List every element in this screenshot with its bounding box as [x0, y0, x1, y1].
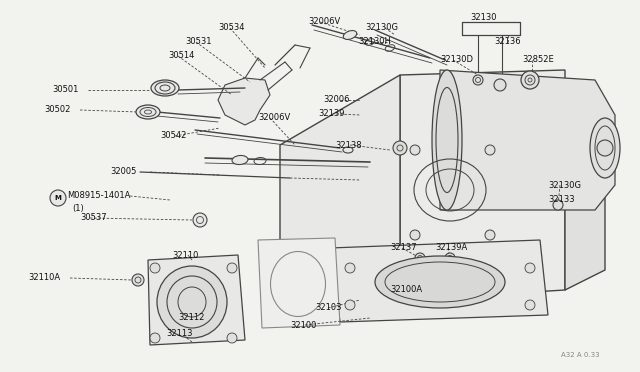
Text: 32100A: 32100A: [390, 285, 422, 295]
Text: 30534: 30534: [218, 23, 244, 32]
Text: 32005: 32005: [110, 167, 136, 176]
Text: 32103: 32103: [315, 304, 342, 312]
Text: 32006V: 32006V: [308, 17, 340, 26]
Circle shape: [150, 263, 160, 273]
Circle shape: [553, 200, 563, 210]
Circle shape: [345, 300, 355, 310]
Text: 32852E: 32852E: [522, 55, 554, 64]
Text: 32130D: 32130D: [440, 55, 473, 64]
Circle shape: [50, 190, 66, 206]
Polygon shape: [148, 255, 245, 345]
Circle shape: [345, 263, 355, 273]
Text: 32136: 32136: [494, 38, 520, 46]
Text: 30537: 30537: [80, 214, 107, 222]
Circle shape: [485, 145, 495, 155]
Text: 30501: 30501: [52, 86, 78, 94]
Polygon shape: [400, 70, 565, 300]
Ellipse shape: [590, 118, 620, 178]
Ellipse shape: [151, 80, 179, 96]
Text: 30531: 30531: [185, 38, 211, 46]
Text: (1): (1): [72, 203, 84, 212]
Circle shape: [227, 333, 237, 343]
Circle shape: [525, 263, 535, 273]
Ellipse shape: [343, 147, 353, 153]
Text: 32006V: 32006V: [258, 113, 291, 122]
Text: A32 A 0.33: A32 A 0.33: [561, 352, 600, 358]
Text: 32137: 32137: [390, 244, 417, 253]
Text: 32130G: 32130G: [548, 180, 581, 189]
Circle shape: [410, 145, 420, 155]
Circle shape: [494, 79, 506, 91]
Circle shape: [132, 274, 144, 286]
Text: M: M: [54, 195, 61, 201]
Circle shape: [473, 75, 483, 85]
Text: 30514: 30514: [168, 51, 195, 61]
Ellipse shape: [136, 105, 160, 119]
Text: 32130G: 32130G: [365, 23, 398, 32]
Ellipse shape: [432, 70, 462, 210]
Text: 32110: 32110: [172, 250, 198, 260]
Polygon shape: [330, 240, 548, 322]
Circle shape: [150, 333, 160, 343]
Ellipse shape: [375, 256, 505, 308]
Text: 30502: 30502: [44, 106, 70, 115]
Text: 32133: 32133: [548, 196, 575, 205]
Ellipse shape: [343, 31, 356, 39]
Circle shape: [193, 213, 207, 227]
Text: 32139A: 32139A: [435, 244, 467, 253]
Ellipse shape: [157, 266, 227, 338]
Circle shape: [485, 230, 495, 240]
Circle shape: [393, 141, 407, 155]
Circle shape: [410, 230, 420, 240]
Circle shape: [415, 253, 425, 263]
Circle shape: [521, 71, 539, 89]
Ellipse shape: [405, 150, 495, 230]
Text: 32100: 32100: [290, 321, 316, 330]
Circle shape: [445, 253, 455, 263]
Ellipse shape: [232, 155, 248, 164]
Circle shape: [597, 140, 613, 156]
Polygon shape: [258, 238, 340, 328]
Text: 32138: 32138: [335, 141, 362, 150]
Polygon shape: [440, 70, 615, 210]
Text: 32130: 32130: [471, 13, 497, 22]
Text: 32110A: 32110A: [28, 273, 60, 282]
Polygon shape: [565, 95, 605, 290]
Text: M08915-1401A: M08915-1401A: [67, 192, 131, 201]
Text: 32130H: 32130H: [358, 38, 391, 46]
Circle shape: [525, 300, 535, 310]
Text: 32006: 32006: [323, 96, 349, 105]
Polygon shape: [280, 75, 400, 310]
Text: 32139: 32139: [318, 109, 344, 119]
Text: 32113: 32113: [166, 328, 193, 337]
Circle shape: [227, 263, 237, 273]
Polygon shape: [218, 78, 270, 125]
Text: 32112: 32112: [178, 314, 204, 323]
Text: 30542: 30542: [160, 131, 186, 141]
